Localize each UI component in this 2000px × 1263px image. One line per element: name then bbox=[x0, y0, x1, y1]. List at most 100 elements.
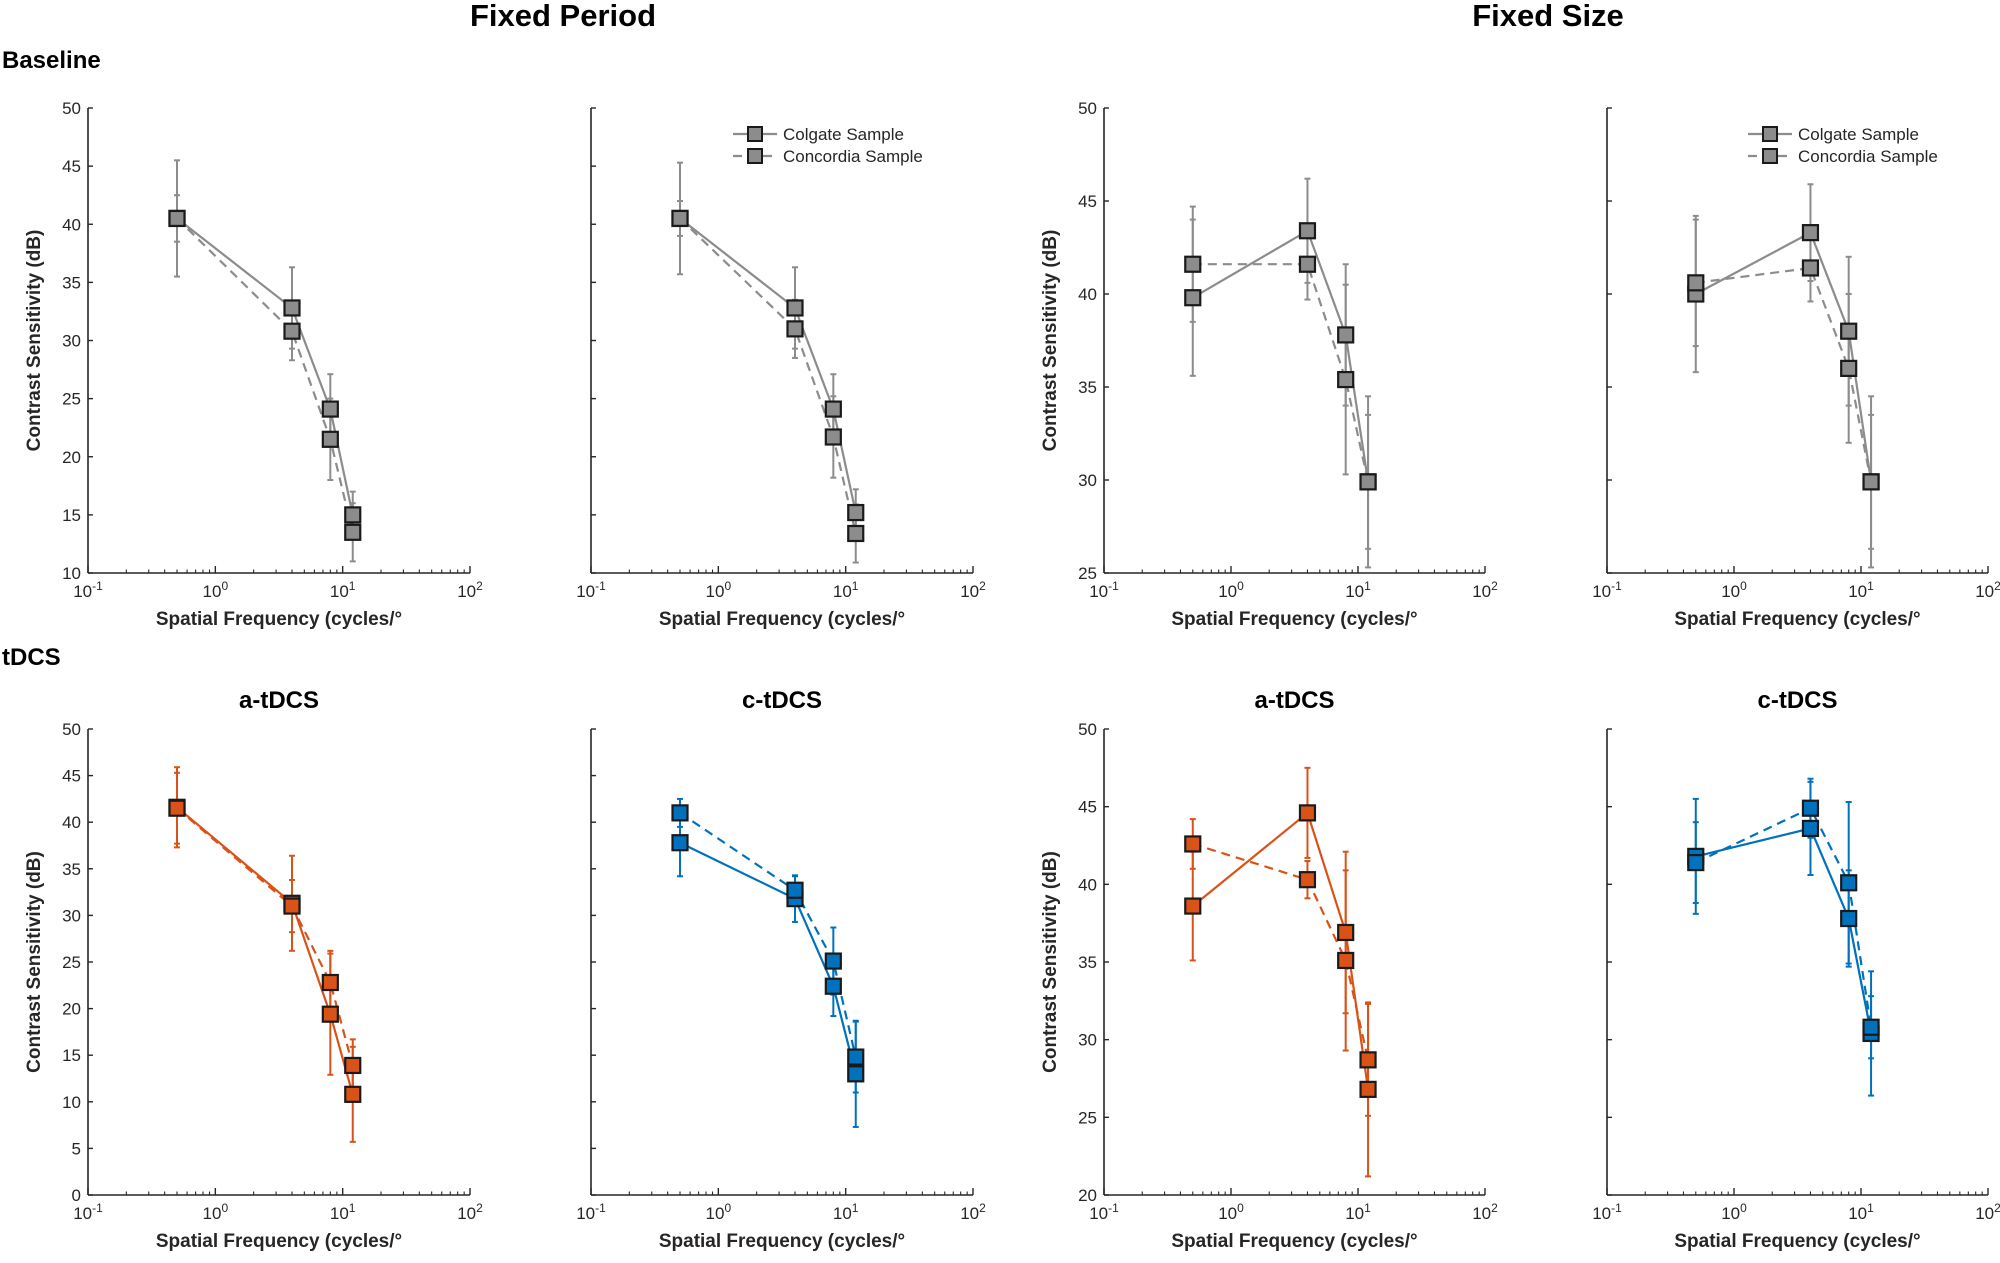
y-tick-label: 30 bbox=[62, 906, 81, 925]
data-point-marker bbox=[786, 299, 804, 317]
data-point-marker bbox=[824, 952, 842, 970]
y-axis-label: Contrast Sensitivity (dB) bbox=[1040, 851, 1061, 1073]
x-tick-label: 102 bbox=[1472, 579, 1498, 601]
y-tick-label: 35 bbox=[1078, 378, 1097, 397]
series-line bbox=[1695, 266, 1873, 483]
x-tick-label: 10-1 bbox=[1089, 1201, 1119, 1223]
series-colgate bbox=[174, 766, 356, 1143]
x-axis-label: Spatial Frequency (cycles/° bbox=[156, 609, 402, 630]
data-point-marker bbox=[1337, 951, 1355, 970]
legend-label: Colgate Sample bbox=[1798, 125, 1919, 144]
y-tick-label: 15 bbox=[62, 506, 81, 525]
y-tick-label: 30 bbox=[62, 332, 81, 351]
panel-tdcs-period-a: 0 5 10 15 20 25 30 35 40 45 50 10-1 100 101 102 Spatial… bbox=[24, 687, 483, 1252]
data-point-marker bbox=[283, 897, 301, 915]
legend: Colgate Sample Concordia Sample bbox=[1748, 125, 1938, 166]
data-point-marker bbox=[1801, 819, 1820, 838]
data-point-marker bbox=[321, 400, 339, 418]
series-line bbox=[176, 806, 354, 1095]
data-point-marker bbox=[344, 523, 362, 541]
data-point-marker bbox=[824, 977, 842, 995]
data-point-marker bbox=[847, 1048, 865, 1066]
y-tick-label: 35 bbox=[1078, 953, 1097, 972]
data-point-marker bbox=[1801, 799, 1820, 817]
data-point-marker bbox=[1184, 897, 1202, 915]
x-tick-label: 102 bbox=[457, 1201, 483, 1223]
series-line bbox=[176, 217, 354, 533]
y-axis-label: Contrast Sensitivity (dB) bbox=[1040, 230, 1061, 452]
header-fixed-period: Fixed Period bbox=[470, 0, 656, 33]
y-tick-label: 45 bbox=[1078, 798, 1097, 817]
panel-baseline-size-1: 25 30 35 40 45 50 10-1 100 101 102 Spatial Frequen… bbox=[1040, 99, 1498, 630]
y-tick-label: 0 bbox=[72, 1186, 81, 1205]
x-tick-label: 10-1 bbox=[73, 579, 103, 601]
panel-baseline-size-2: 10-1 100 101 102 Spatial Frequency (cycles/°… bbox=[1592, 107, 2000, 630]
data-point-marker bbox=[1184, 289, 1202, 307]
x-tick-label: 101 bbox=[833, 1201, 859, 1223]
data-point-marker bbox=[1184, 255, 1202, 273]
x-tick-label: 100 bbox=[1218, 579, 1244, 601]
series-concordia bbox=[1692, 218, 1875, 550]
data-point-marker bbox=[1801, 224, 1820, 242]
x-tick-label: 102 bbox=[1975, 579, 2000, 601]
panel-tdcs-size-a: 20 25 30 35 40 45 50 10-1 100 101 102 Spatial Frequ… bbox=[1040, 687, 1498, 1252]
y-tick-label: 30 bbox=[1078, 1031, 1097, 1050]
data-point-marker bbox=[824, 428, 842, 446]
panel-baseline-period-1: 10 15 20 25 30 35 40 45 50 10-1 100 101 102 Spatial F… bbox=[24, 99, 483, 630]
data-point-marker bbox=[344, 1056, 362, 1075]
data-point-marker bbox=[671, 209, 689, 228]
x-tick-label: 100 bbox=[706, 579, 732, 601]
x-tick-label: 101 bbox=[1345, 1201, 1371, 1223]
x-tick-label: 101 bbox=[1848, 1201, 1874, 1223]
data-point-marker bbox=[344, 506, 362, 524]
data-point-marker bbox=[1687, 853, 1705, 872]
y-tick-label: 25 bbox=[62, 953, 81, 972]
panel-title: a-tDCS bbox=[239, 687, 319, 714]
y-tick-label: 50 bbox=[62, 99, 81, 118]
data-point-marker bbox=[1840, 359, 1858, 377]
y-tick-label: 40 bbox=[1078, 875, 1097, 894]
series-concordia bbox=[677, 797, 859, 1094]
x-tick-label: 100 bbox=[1721, 1201, 1747, 1223]
series-colgate bbox=[1692, 780, 1875, 1097]
series-line bbox=[176, 807, 354, 1066]
data-point-marker bbox=[1359, 1080, 1377, 1098]
x-tick-label: 102 bbox=[1472, 1201, 1498, 1223]
series-line bbox=[1192, 263, 1370, 483]
x-tick-label: 10-1 bbox=[576, 1201, 606, 1223]
y-tick-label: 20 bbox=[1078, 1186, 1097, 1205]
x-tick-label: 101 bbox=[1345, 579, 1371, 601]
legend-label: Concordia Sample bbox=[783, 147, 923, 166]
y-tick-label: 40 bbox=[62, 215, 81, 234]
data-point-marker bbox=[168, 209, 186, 228]
data-point-marker bbox=[847, 1065, 865, 1083]
x-axis-label: Spatial Frequency (cycles/° bbox=[659, 609, 905, 630]
y-tick-label: 20 bbox=[62, 448, 81, 467]
panel-tdcs-period-c: 10-1 100 101 102 Spatial Frequency (cycles/°… bbox=[576, 687, 986, 1252]
legend-label: Concordia Sample bbox=[1798, 147, 1938, 166]
data-point-marker bbox=[1801, 259, 1820, 277]
x-tick-label: 10-1 bbox=[1089, 579, 1119, 601]
panel-baseline-period-2: 10-1 100 101 102 Spatial Frequency (cycles/°… bbox=[576, 107, 986, 630]
data-point-marker bbox=[1298, 222, 1317, 240]
data-point-marker bbox=[168, 799, 186, 817]
y-tick-label: 25 bbox=[1078, 564, 1097, 583]
x-tick-label: 100 bbox=[203, 579, 229, 601]
y-tick-label: 15 bbox=[62, 1046, 81, 1065]
legend-marker bbox=[747, 148, 763, 164]
y-tick-label: 5 bbox=[72, 1139, 81, 1158]
x-tick-label: 101 bbox=[1848, 579, 1874, 601]
x-tick-label: 100 bbox=[203, 1201, 229, 1223]
x-tick-label: 101 bbox=[330, 1201, 356, 1223]
x-tick-label: 101 bbox=[330, 579, 356, 601]
y-tick-label: 25 bbox=[1078, 1108, 1097, 1127]
data-point-marker bbox=[1840, 322, 1858, 340]
x-axis-label: Spatial Frequency (cycles/° bbox=[1674, 609, 1920, 630]
x-tick-label: 102 bbox=[960, 1201, 986, 1223]
y-tick-label: 20 bbox=[62, 1000, 81, 1019]
panel-title: c-tDCS bbox=[742, 687, 822, 714]
data-point-marker bbox=[1184, 835, 1202, 853]
row-label-tdcs: tDCS bbox=[2, 644, 61, 671]
x-axis-label: Spatial Frequency (cycles/° bbox=[1171, 609, 1417, 630]
